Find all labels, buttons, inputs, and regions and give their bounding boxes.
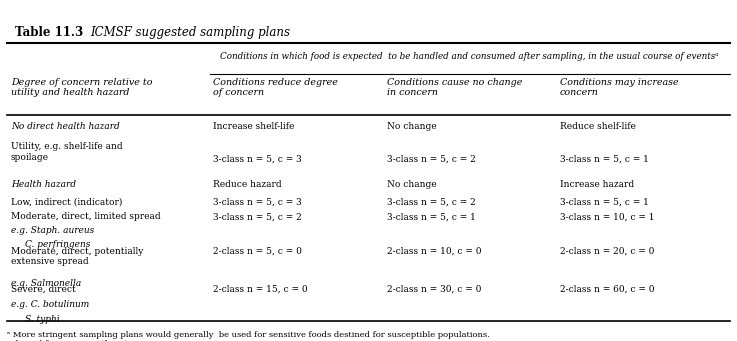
Text: Severe, direct: Severe, direct — [11, 284, 76, 294]
Text: 3-class n = 10, c = 1: 3-class n = 10, c = 1 — [560, 212, 654, 221]
Text: 3-class n = 5, c = 2: 3-class n = 5, c = 2 — [386, 154, 475, 163]
Text: Health hazard: Health hazard — [11, 180, 76, 189]
Text: Conditions cause no change
in concern: Conditions cause no change in concern — [386, 78, 522, 97]
Text: 3-class n = 5, c = 1: 3-class n = 5, c = 1 — [560, 198, 649, 207]
Text: Low, indirect (indicator): Low, indirect (indicator) — [11, 198, 122, 207]
Text: Moderate, direct, potentially
extensive spread: Moderate, direct, potentially extensive … — [11, 247, 144, 266]
Text: 2-class n = 30, c = 0: 2-class n = 30, c = 0 — [386, 284, 481, 294]
Text: Table 11.3: Table 11.3 — [15, 26, 83, 39]
Text: Conditions may increase
concern: Conditions may increase concern — [560, 78, 679, 97]
Text: Increase hazard: Increase hazard — [560, 180, 634, 189]
Text: 2-class n = 10, c = 0: 2-class n = 10, c = 0 — [386, 247, 481, 256]
Text: e.g. C. botulinum: e.g. C. botulinum — [11, 300, 89, 309]
Text: Reduce hazard: Reduce hazard — [213, 180, 282, 189]
Text: 3-class n = 5, c = 2: 3-class n = 5, c = 2 — [213, 212, 302, 221]
Text: 3-class n = 5, c = 1: 3-class n = 5, c = 1 — [560, 154, 649, 163]
Text: No change: No change — [386, 180, 436, 189]
Text: 2-class n = 5, c = 0: 2-class n = 5, c = 0 — [213, 247, 302, 256]
Text: Moderate, direct, limited spread: Moderate, direct, limited spread — [11, 212, 161, 221]
Text: Conditions reduce degree
of concern: Conditions reduce degree of concern — [213, 78, 338, 97]
Text: e.g. Salmonella: e.g. Salmonella — [11, 279, 81, 288]
Text: 2-class n = 15, c = 0: 2-class n = 15, c = 0 — [213, 284, 308, 294]
Text: 2-class n = 60, c = 0: 2-class n = 60, c = 0 — [560, 284, 654, 294]
Text: Conditions in which food is expected  to be handled and consumed after sampling,: Conditions in which food is expected to … — [220, 53, 719, 61]
Text: C. perfringens: C. perfringens — [25, 240, 91, 249]
Text: No direct health hazard: No direct health hazard — [11, 122, 119, 131]
Text: ᵃ More stringent sampling plans would generally  be used for sensitive foods des: ᵃ More stringent sampling plans would ge… — [7, 331, 490, 341]
Text: No change: No change — [386, 122, 436, 131]
Text: S. typhi: S. typhi — [25, 315, 60, 324]
Text: e.g. Staph. aureus: e.g. Staph. aureus — [11, 226, 94, 236]
Text: Increase shelf-life: Increase shelf-life — [213, 122, 295, 131]
Text: Degree of concern relative to
utility and health hazard: Degree of concern relative to utility an… — [11, 78, 153, 97]
Text: 3-class n = 5, c = 1: 3-class n = 5, c = 1 — [386, 212, 475, 221]
Text: 3-class n = 5, c = 3: 3-class n = 5, c = 3 — [213, 198, 302, 207]
Text: 3-class n = 5, c = 3: 3-class n = 5, c = 3 — [213, 154, 302, 163]
Text: ICMSF suggested sampling plans: ICMSF suggested sampling plans — [91, 26, 290, 39]
Text: Utility, e.g. shelf-life and
spoilage: Utility, e.g. shelf-life and spoilage — [11, 142, 122, 162]
Text: Reduce shelf-life: Reduce shelf-life — [560, 122, 636, 131]
Text: 3-class n = 5, c = 2: 3-class n = 5, c = 2 — [386, 198, 475, 207]
Text: 2-class n = 20, c = 0: 2-class n = 20, c = 0 — [560, 247, 654, 256]
